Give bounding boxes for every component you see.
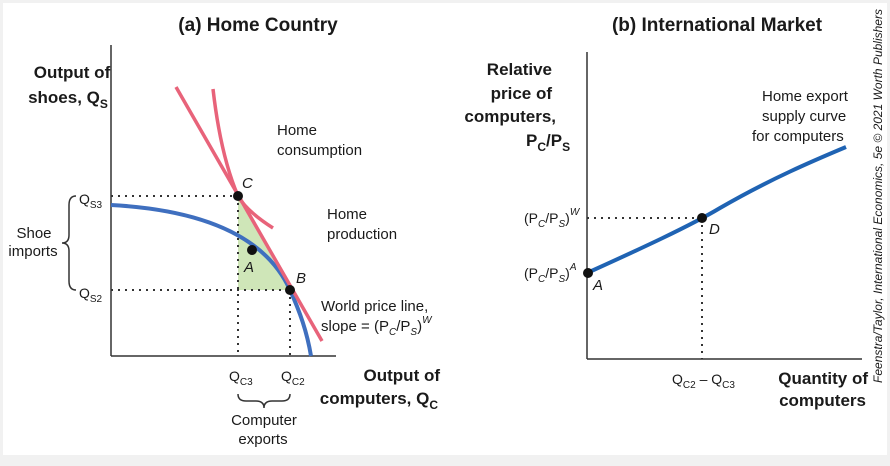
panel-b-x-axis-title-line1: Quantity of — [778, 369, 868, 388]
point-c-label: C — [242, 175, 253, 192]
pb-y-sub-s: S — [562, 140, 570, 154]
tick-autarky-price: (PC/PS)A — [524, 262, 577, 285]
wpl-slope-text: slope = (P — [321, 318, 389, 335]
tick-world-price: (PC/PS)W — [524, 207, 581, 230]
home-consumption-label-line2: consumption — [277, 142, 362, 159]
computer-exports-label-line1: Computer — [231, 412, 297, 429]
panel-a-x-axis-title-line1: Output of — [364, 366, 441, 385]
point-b-label: B — [296, 270, 306, 287]
tick-qc2: QC2 — [281, 368, 305, 388]
world-price-line-label-line1: World price line, — [321, 298, 428, 315]
point-a-b-label: A — [592, 277, 603, 294]
xt-sub2: C3 — [722, 380, 735, 391]
xt-sub1: C2 — [683, 380, 696, 391]
pb-y-p1: P — [526, 131, 537, 150]
computer-exports-label-line2: exports — [238, 431, 287, 448]
credit-text: Feenstra/Taylor, International Economics… — [871, 9, 885, 383]
home-production-label-line2: production — [327, 226, 397, 243]
tick-qc3-sub: C3 — [240, 377, 253, 388]
tick-qs3-sub: S3 — [90, 200, 103, 211]
supply-label-line2: supply curve — [762, 108, 846, 125]
home-production-label-line1: Home — [327, 206, 367, 223]
pb-y-p2: /P — [546, 131, 562, 150]
xt-q1: Q — [672, 371, 683, 387]
panel-a-x-axis-title-line2: computers, QC — [320, 389, 439, 412]
tick-qc2-q: Q — [281, 368, 292, 384]
panel-b-title: (b) International Market — [612, 15, 823, 36]
figure-background — [3, 3, 887, 455]
wpl-sub-s: S — [410, 327, 417, 338]
panel-a-y-axis-title-line1: Output of — [34, 63, 111, 82]
wpl-close: ) — [417, 318, 422, 335]
tick-qs3-q: Q — [79, 191, 90, 207]
tw-close: ) — [565, 210, 570, 226]
world-price-line-label-line2: slope = (PC/PS)W — [321, 315, 433, 338]
world-price-line — [174, 86, 324, 342]
tick-qc2-sub: C2 — [292, 377, 305, 388]
tick-qc3-q: Q — [229, 368, 240, 384]
shoe-imports-label-line1: Shoe — [16, 225, 51, 242]
ta-sub-s: S — [558, 274, 565, 285]
panel-a-y-axis-sub: S — [100, 97, 108, 111]
tw-sub-c: C — [538, 219, 546, 230]
point-a-marker — [247, 245, 257, 255]
supply-label-line1: Home export — [762, 88, 849, 105]
tw-sup: W — [570, 207, 581, 218]
tick-qs2-q: Q — [79, 285, 90, 301]
point-c-marker — [233, 191, 243, 201]
point-b-marker — [285, 285, 295, 295]
shoe-imports-label-line2: imports — [8, 243, 57, 260]
panel-b-y-axis-title-line4: PC/PS — [526, 131, 570, 154]
tw-open: (P — [524, 210, 538, 226]
panel-b-y-axis-title-line2: price of — [491, 84, 553, 103]
ta-sub-c: C — [538, 274, 546, 285]
home-consumption-label-line1: Home — [277, 122, 317, 139]
ppf-curve — [110, 203, 313, 357]
wpl-sub-c: C — [389, 327, 397, 338]
panel-a-y-axis-title-text: shoes, Q — [28, 88, 100, 107]
tick-qs3: QS3 — [79, 191, 103, 211]
panel-a-y-axis-title-line2: shoes, QS — [28, 88, 108, 111]
wpl-sup: W — [422, 315, 433, 326]
pb-y-sub-c: C — [537, 140, 546, 154]
export-supply-curve — [586, 145, 847, 275]
tick-qc3: QC3 — [229, 368, 253, 388]
tw-slash: /P — [545, 210, 558, 226]
point-a-label: A — [243, 259, 254, 276]
ta-slash: /P — [545, 265, 558, 281]
panel-b-x-axis-title-line2: computers — [779, 391, 866, 410]
supply-label-line3: for computers — [752, 128, 844, 145]
shoe-imports-brace — [61, 195, 77, 291]
panel-a-title: (a) Home Country — [178, 15, 338, 36]
point-a-b-marker — [583, 268, 593, 278]
panel-a-x-axis-title-text: computers, Q — [320, 389, 430, 408]
tick-qs2-sub: S2 — [90, 294, 103, 305]
panel-a-x-axis-sub: C — [429, 398, 438, 412]
computer-exports-brace — [237, 393, 291, 409]
tick-export-quantity: QC2 – QC3 — [672, 371, 735, 391]
xt-q2: – Q — [696, 371, 723, 387]
tw-sub-s: S — [558, 219, 565, 230]
tick-qs2: QS2 — [79, 285, 103, 305]
ta-open: (P — [524, 265, 538, 281]
panel-b-y-axis-title-line3: computers, — [464, 107, 556, 126]
point-d-label: D — [709, 221, 720, 238]
point-d-marker — [697, 213, 707, 223]
ta-sup: A — [569, 262, 577, 273]
panel-b-y-axis-title-line1: Relative — [487, 60, 552, 79]
ta-close: ) — [565, 265, 570, 281]
wpl-slash: /P — [396, 318, 410, 335]
